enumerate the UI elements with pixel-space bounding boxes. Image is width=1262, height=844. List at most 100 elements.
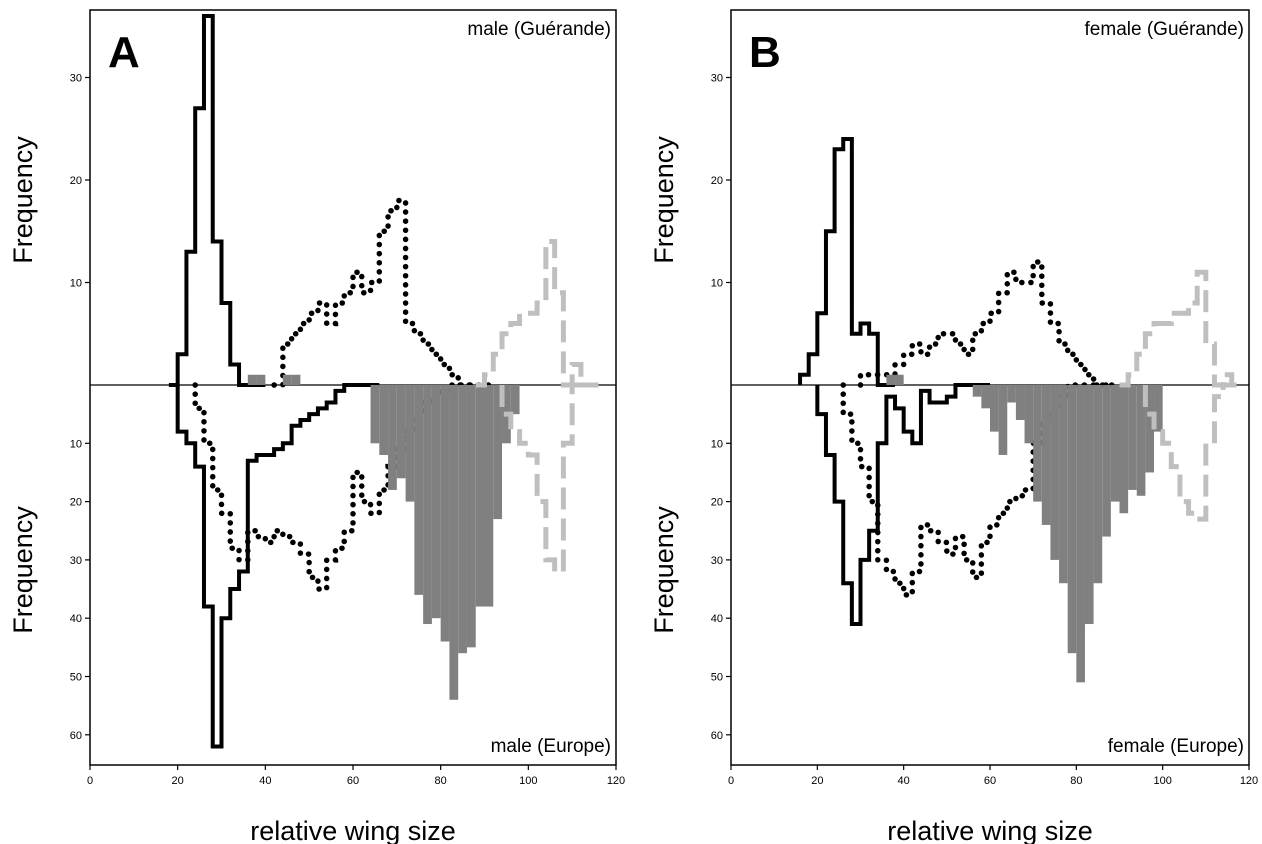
panel-a-x-tick-label: 40 — [259, 775, 271, 787]
panel-b-x-tick-label: 20 — [811, 775, 823, 787]
panel-a-bottom-gray-bar — [396, 385, 406, 479]
panel-b-y-tick-label-top: 10 — [711, 278, 723, 290]
panel-a-frame — [89, 9, 617, 766]
panel-a-ticks: 0 20 40 60 80 100 120 10 20 30 10 20 30 40 50 60 — [70, 73, 625, 788]
panel-b-y-tick-label-bottom: 60 — [711, 730, 723, 742]
panel-a-bottom-gray-bar — [458, 385, 467, 654]
panel-b-bottom-gray-bar — [1024, 385, 1034, 444]
panel-b-bottom-gray-bar — [1015, 385, 1025, 420]
panel-b-y-axis-title-top: Frequency — [649, 136, 679, 264]
panel-b-y-tick-label-bottom: 10 — [711, 438, 723, 450]
panel-a-y-tick-label-top: 10 — [70, 278, 82, 290]
panel-a-letter: A — [108, 28, 140, 77]
panel-b-bottom-gray-bar — [1119, 385, 1129, 514]
panel-b-bottom-gray-bar — [1093, 385, 1103, 584]
panel-b-y-axis-title-bottom: Frequency — [649, 506, 679, 634]
panel-a-bottom-gray-bar — [475, 385, 485, 607]
panel-a-y-tick-label-top: 20 — [70, 175, 82, 187]
panel-b-bottom-gray-bar — [1145, 385, 1155, 473]
panel-b-bottom-gray-bar — [981, 385, 990, 409]
panel-a-top-solid-black-line — [168, 14, 266, 387]
panel-a-top-gray-bar — [291, 374, 301, 385]
panel-a-bottom-gray-bar — [449, 385, 459, 700]
panel-b-bottom-gray-bar — [1154, 385, 1163, 432]
panel-b-x-tick-label: 40 — [898, 775, 910, 787]
panel-a-bottom-gray-bar — [388, 385, 397, 490]
panel-b-y-tick-label-bottom: 40 — [711, 613, 723, 625]
panel-a-bottom-gray-bar — [379, 385, 389, 455]
panel-b: 0 20 40 60 80 100 120 10 20 30 10 20 30 40 50 60 B fema… — [649, 9, 1258, 844]
panel-b-bottom-gray-bar — [1084, 385, 1094, 625]
panel-a-bottom-gray-bar — [414, 385, 424, 595]
panel-a-top-gray-bar — [282, 374, 292, 385]
panel-a-x-axis-title: relative wing size — [250, 816, 456, 844]
panel-a-bottom-label: male (Europe) — [491, 736, 611, 757]
panel-b-bottom-gray-bar — [1076, 385, 1085, 683]
panel-b-ticks: 0 20 40 60 80 100 120 10 20 30 10 20 30 40 50 60 — [711, 73, 1258, 788]
panel-a-bottom-gray-bar — [405, 385, 415, 502]
panel-a-top-gray-bar — [256, 374, 266, 385]
panel-b-bottom-gray-bar — [1102, 385, 1111, 537]
panel-a-y-tick-label-bottom: 30 — [70, 555, 82, 567]
panel-b-x-tick-label: 120 — [1240, 775, 1258, 787]
panel-a-bottom-dashed-gray-line — [499, 382, 590, 575]
panel-a-y-tick-label-top: 30 — [70, 73, 82, 85]
panel-b-top-dashed-gray-line — [1119, 269, 1241, 388]
panel-b-y-tick-label-top: 20 — [711, 175, 723, 187]
panel-a-bottom-gray-bar — [370, 385, 380, 444]
panel-a-bottom-gray-bar — [484, 385, 494, 607]
panel-a-y-tick-label-bottom: 60 — [70, 730, 82, 742]
panel-a-y-axis-title-top: Frequency — [8, 136, 38, 264]
panel-a-y-tick-label-bottom: 40 — [70, 613, 82, 625]
panel-b-letter: B — [749, 28, 781, 77]
panel-a: 0 20 40 60 80 100 120 10 20 30 10 20 30 40 50 60 A male… — [8, 9, 625, 844]
panel-a-y-tick-label-bottom: 50 — [70, 672, 82, 684]
panel-b-bottom-gray-bar — [998, 385, 1008, 455]
panel-a-bottom-gray-bar — [440, 385, 450, 642]
panel-a-bottom-gray-bar — [423, 385, 432, 625]
panel-b-top-label: female (Guérande) — [1085, 19, 1244, 40]
panel-b-x-axis-title: relative wing size — [887, 816, 1093, 844]
panel-b-bottom-gray-bar — [1110, 385, 1120, 502]
panel-b-top-gray-bar — [895, 374, 904, 385]
panel-a-y-tick-label-bottom: 20 — [70, 497, 82, 509]
panel-a-bottom-gray-bar — [431, 385, 441, 619]
panel-a-bottom-gray-bar — [493, 385, 503, 520]
panel-b-top-solid-black-line — [798, 137, 896, 387]
panel-b-top-gray-bar — [886, 374, 896, 385]
panel-b-bottom-gray-bar — [1033, 385, 1042, 502]
panel-b-top-dotted-black-line — [857, 259, 1114, 388]
panel-b-x-tick-label: 80 — [1070, 775, 1082, 787]
panel-a-x-tick-label: 60 — [347, 775, 359, 787]
panel-b-bottom-gray-bar — [1007, 385, 1016, 403]
panel-b-bottom-dashed-gray-line — [1142, 382, 1232, 522]
panel-b-bottom-gray-bar — [990, 385, 999, 432]
panel-a-x-tick-label: 0 — [87, 775, 93, 787]
panel-b-bottom-gray-bar — [1067, 385, 1077, 654]
panel-b-y-tick-label-bottom: 50 — [711, 672, 723, 684]
panel-b-x-tick-label: 0 — [728, 775, 734, 787]
panel-a-x-tick-label: 100 — [519, 775, 537, 787]
panel-b-y-tick-label-bottom: 30 — [711, 555, 723, 567]
panel-b-bottom-gray-bar — [1136, 385, 1146, 496]
panel-a-top-dotted-black-line — [271, 197, 488, 388]
panel-a-x-tick-label: 20 — [172, 775, 184, 787]
panel-a-y-tick-label-bottom: 10 — [70, 438, 82, 450]
panel-a-bottom-solid-black-line — [175, 383, 380, 749]
panel-b-bottom-gray-bar — [1128, 385, 1137, 490]
panel-b-y-tick-label-bottom: 20 — [711, 497, 723, 509]
panel-a-top-gray-bar — [247, 374, 257, 385]
panel-b-bottom-solid-black-line — [815, 383, 990, 627]
panel-a-x-tick-label: 120 — [607, 775, 625, 787]
panel-a-x-tick-label: 80 — [435, 775, 447, 787]
panel-a-bottom-gray-bar — [466, 385, 476, 648]
panel-b-y-tick-label-top: 30 — [711, 73, 723, 85]
panel-a-y-axis-title-bottom: Frequency — [8, 506, 38, 634]
panel-b-bottom-gray-bar — [1050, 385, 1060, 560]
panel-b-x-tick-label: 60 — [984, 775, 996, 787]
panel-a-top-label: male (Guérande) — [467, 19, 611, 40]
panel-a-bottom-gray-bar — [510, 385, 520, 415]
panel-b-series — [798, 137, 1241, 683]
panel-b-bottom-gray-bar — [1059, 385, 1068, 584]
